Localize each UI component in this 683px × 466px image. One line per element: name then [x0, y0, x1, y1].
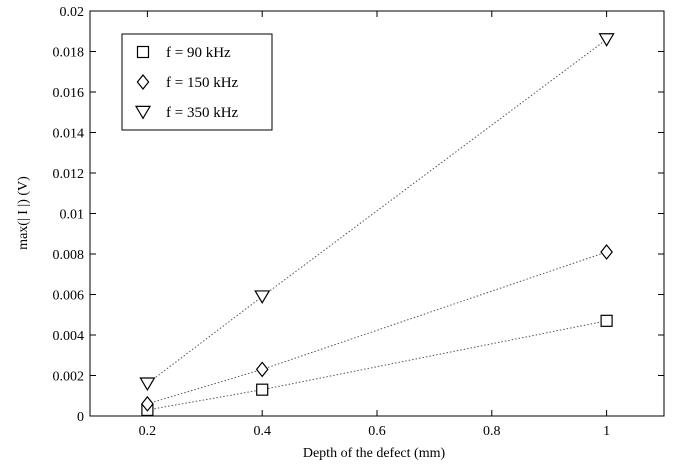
y-tick-label: 0.01 [60, 208, 85, 223]
x-tick-label: 0.8 [483, 424, 501, 439]
data-point [257, 384, 268, 395]
y-tick-label: 0.008 [53, 248, 85, 263]
y-tick-label: 0.02 [60, 5, 85, 20]
data-point [140, 378, 154, 390]
y-tick-label: 0.002 [53, 370, 85, 385]
y-tick-label: 0.014 [53, 127, 85, 142]
legend: f = 90 kHz f = 150 kHz f = 350 kHz [122, 34, 272, 130]
legend-label: f = 90 kHz [166, 45, 231, 61]
y-tick-label: 0.018 [53, 46, 85, 61]
series-line [147, 252, 606, 404]
y-tick-label: 0.012 [53, 167, 85, 182]
x-tick-label: 0.4 [253, 424, 271, 439]
series-2 [142, 245, 612, 411]
y-tick-label: 0.016 [53, 86, 85, 101]
x-axis-title: Depth of the defect (mm) [303, 446, 446, 461]
legend-label: f = 350 kHz [166, 105, 239, 121]
y-axis-title: max(| I |) (V) [16, 176, 31, 250]
x-tick-label: 0.6 [368, 424, 386, 439]
y-tick-label: 0.006 [53, 289, 85, 304]
data-point [255, 291, 269, 303]
x-tick-label: 1 [603, 424, 610, 439]
data-point [257, 362, 268, 376]
legend-marker [138, 47, 149, 58]
data-point [600, 34, 614, 46]
data-point [601, 245, 612, 259]
series-1 [142, 315, 612, 415]
series-line [147, 321, 606, 410]
legend-label: f = 150 kHz [166, 75, 239, 91]
x-tick-label: 0.2 [139, 424, 157, 439]
y-tick-label: 0.004 [53, 329, 85, 344]
data-point [601, 315, 612, 326]
y-tick-label: 0 [77, 410, 84, 425]
